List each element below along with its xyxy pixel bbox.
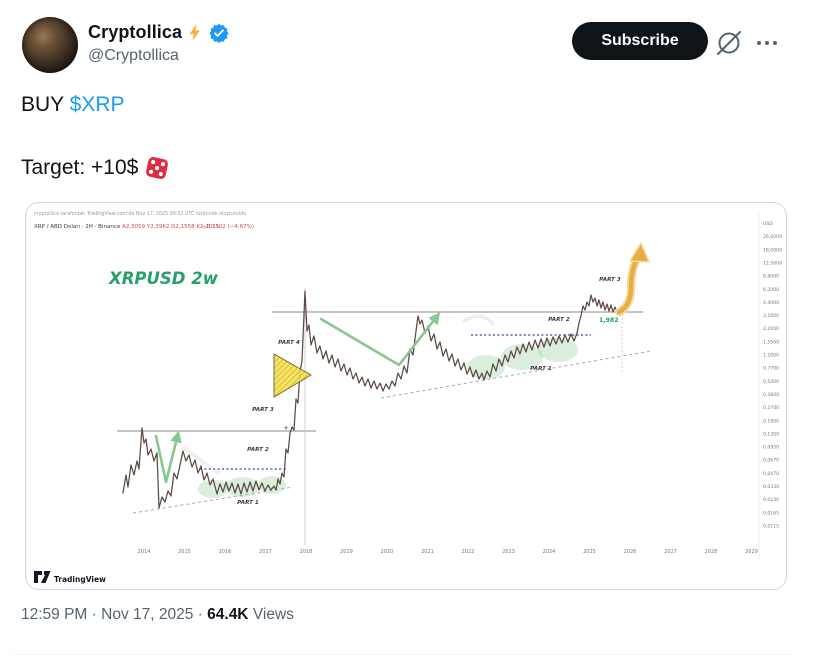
year-tick: 2019 <box>340 549 353 555</box>
views-link[interactable]: 64.4K Views <box>207 606 294 623</box>
xrp-chart: cryptollica tarafından TradingView.com'd… <box>34 211 782 584</box>
price-tick: USD <box>763 221 773 227</box>
part-label: PART 1 <box>530 366 552 372</box>
plus-marker: + <box>283 424 289 432</box>
year-tick: 2026 <box>624 549 637 555</box>
chart-media[interactable]: cryptollica tarafından TradingView.com'd… <box>25 202 787 590</box>
price-tick: 1,1000 <box>763 353 779 359</box>
year-tick: 2022 <box>462 549 475 555</box>
author-name-row[interactable]: Cryptollica <box>88 22 229 43</box>
lightning-icon <box>186 23 205 42</box>
tweet-text-target: Target: +10$ <box>21 156 139 179</box>
price-tick: 0,3800 <box>763 392 779 398</box>
price-tick: 0,0670 <box>763 458 779 464</box>
part-label: PART 2 <box>247 447 269 453</box>
part-label: PART 3 <box>252 407 274 413</box>
projection-arrow-icon <box>614 241 651 317</box>
year-tick: 2028 <box>705 549 718 555</box>
blue-dotted-levels <box>200 334 591 470</box>
footer-separator: · <box>193 606 208 623</box>
timestamp-time: 12:59 PM <box>21 606 88 623</box>
chart-attribution: cryptollica tarafından TradingView.com'd… <box>34 211 246 217</box>
year-tick: 2021 <box>421 549 434 555</box>
green-arrows <box>154 312 441 484</box>
price-tick: 1,5500 <box>763 339 779 345</box>
tweet-text-line1: BUY $XRP <box>21 93 125 117</box>
author-handle[interactable]: @Cryptollica <box>88 47 179 64</box>
y-axis-price-ticks: USD 26,0000 18,0000 12,5000 8,8000 6,2000 4,40… <box>763 221 782 529</box>
accumulation-zones <box>198 338 578 498</box>
chart-watermark-title: XRPUSD 2w <box>108 269 219 288</box>
year-tick: 2023 <box>502 549 515 555</box>
price-tick: 0,0470 <box>763 471 779 477</box>
part-label: PART 4 <box>278 340 300 346</box>
price-tick: 0,5400 <box>763 379 779 385</box>
year-tick: 2025 <box>583 549 596 555</box>
cashtag-link[interactable]: $XRP <box>69 93 125 116</box>
year-tick: 2018 <box>300 549 313 555</box>
year-tick: 2014 <box>138 549 151 555</box>
price-tick: 0,0950 <box>763 445 779 451</box>
trendlines <box>132 350 652 514</box>
author-name[interactable]: Cryptollica <box>88 22 183 42</box>
year-tick: 2015 <box>178 549 191 555</box>
verified-badge-icon <box>209 23 229 43</box>
chart-ohlc: A2,3059 Y2,3962 D2,1558 K2,2015 <box>122 224 220 230</box>
price-tick: 0,0230 <box>763 497 779 503</box>
tradingview-logo: TradingView <box>34 571 106 584</box>
year-tick: 2020 <box>381 549 394 555</box>
year-tick: 2029 <box>745 549 758 555</box>
more-icon[interactable] <box>750 33 784 53</box>
views-count: 64.4K <box>207 606 249 623</box>
structure-lines <box>117 288 643 545</box>
price-tick: 0,0165 <box>763 510 779 516</box>
timestamp-date: Nov 17, 2025 <box>101 606 194 623</box>
subscribe-button[interactable]: Subscribe <box>572 22 708 60</box>
grok-icon[interactable] <box>715 29 743 57</box>
tweet-footer: 12:59 PM · Nov 17, 2025 · 64.4K Views <box>21 606 294 624</box>
price-tick: 0,7700 <box>763 366 779 372</box>
part-label: PART 3 <box>599 277 621 283</box>
year-tick: 2017 <box>259 549 272 555</box>
price-tick: 8,8000 <box>763 274 779 280</box>
price-tick: 0,0330 <box>763 484 779 490</box>
price-tick: 3,1000 <box>763 313 779 319</box>
price-tick: 2,2000 <box>763 326 779 332</box>
avatar[interactable] <box>22 17 78 73</box>
year-tick: 2027 <box>664 549 677 555</box>
tweet-text-prefix: BUY <box>21 93 70 116</box>
chart-symbol: XRP / ABD Doları · 2H · Binance <box>34 224 121 230</box>
price-tick: 0,0115 <box>763 523 779 529</box>
part-labels: PART 1 PART 2 PART 3 PART 4 PART 1 PART 2 PART… <box>237 277 621 506</box>
views-label: Views <box>248 606 294 623</box>
dice-icon <box>145 156 170 180</box>
year-tick: 2016 <box>219 549 232 555</box>
price-tick: 12,5000 <box>763 260 782 266</box>
ghost-arrows <box>182 314 495 475</box>
price-line <box>122 290 621 509</box>
year-tick: 2024 <box>543 549 556 555</box>
price-tick: 18,0000 <box>763 247 782 253</box>
price-tick: 26,0000 <box>763 234 782 240</box>
price-tick: 6,2000 <box>763 287 779 293</box>
divider <box>13 654 790 655</box>
tradingview-label: TradingView <box>54 575 106 584</box>
part-label: PART 1 <box>237 500 259 506</box>
pennant-triangle <box>273 353 312 398</box>
price-tick: 4,4000 <box>763 300 779 306</box>
chart-change: −0,1102 (−4,67%) <box>202 224 254 230</box>
footer-separator: · <box>87 606 102 623</box>
price-tick: 0,2700 <box>763 405 779 411</box>
price-tick: 0,1350 <box>763 431 779 437</box>
tweet-text-line2: Target: +10$ <box>21 156 170 180</box>
price-tick: 0,1900 <box>763 418 779 424</box>
x-axis-years: 2014 2015 2016 2017 2018 2019 2020 2021 2022 2023… <box>138 549 758 555</box>
part-label: PART 2 <box>548 317 570 323</box>
price-level-label: 1,982 <box>599 317 619 324</box>
